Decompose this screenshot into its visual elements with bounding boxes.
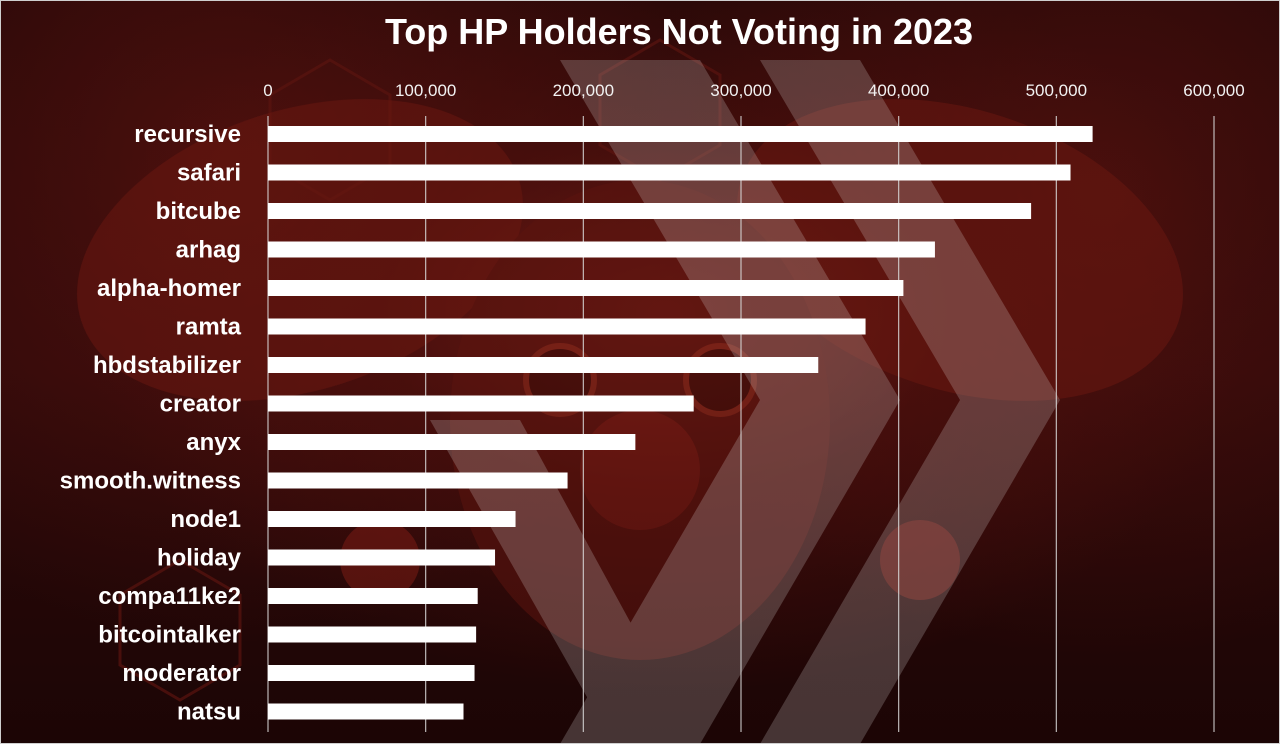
- x-tick-label: 200,000: [553, 81, 614, 100]
- bar-hbdstabilizer: [268, 357, 819, 373]
- category-label: bitcube: [156, 198, 241, 225]
- bar-compa11ke2: [268, 588, 478, 604]
- category-label: recursive: [134, 121, 241, 148]
- x-tick-label: 600,000: [1183, 81, 1244, 100]
- bar-recursive: [268, 126, 1093, 142]
- bar-ramta: [268, 318, 866, 335]
- bar-bitcube: [268, 203, 1032, 219]
- bar-safari: [268, 164, 1071, 181]
- x-tick-label: 100,000: [395, 81, 456, 100]
- bar-smooth.witness: [268, 472, 568, 489]
- category-label: compa11ke2: [98, 583, 241, 610]
- category-label: holiday: [157, 545, 242, 572]
- bar-bitcointalker: [268, 626, 477, 643]
- bar-moderator: [268, 665, 475, 681]
- category-label: safari: [177, 160, 241, 187]
- category-label: arhag: [176, 237, 241, 264]
- category-label: creator: [160, 391, 241, 418]
- x-tick-label: 400,000: [868, 81, 929, 100]
- x-tick-label: 0: [263, 81, 272, 100]
- bar-natsu: [268, 703, 464, 720]
- chart-title: Top HP Holders Not Voting in 2023: [385, 11, 973, 52]
- x-tick-label: 300,000: [710, 81, 771, 100]
- bar-alpha-homer: [268, 280, 904, 296]
- x-tick-label: 500,000: [1026, 81, 1087, 100]
- category-label: node1: [170, 506, 241, 533]
- category-label: ramta: [176, 314, 242, 341]
- category-label: moderator: [122, 660, 241, 687]
- category-label: alpha-homer: [97, 275, 241, 302]
- bar-arhag: [268, 241, 935, 258]
- bar-creator: [268, 395, 694, 412]
- x-axis-ticks: 0 100,000 200,000 300,000 400,000 500,000 600,…: [263, 81, 1244, 100]
- category-label: natsu: [177, 699, 241, 726]
- category-labels: recursive safari bitcube arhag alpha-homer ra…: [60, 121, 242, 726]
- bar-anyx: [268, 434, 636, 450]
- category-label: smooth.witness: [60, 468, 241, 495]
- bars: [268, 126, 1093, 720]
- bar-holiday: [268, 549, 496, 566]
- category-label: hbdstabilizer: [93, 352, 241, 379]
- bar-node1: [268, 511, 516, 527]
- category-label: bitcointalker: [98, 622, 241, 649]
- category-label: anyx: [186, 429, 241, 456]
